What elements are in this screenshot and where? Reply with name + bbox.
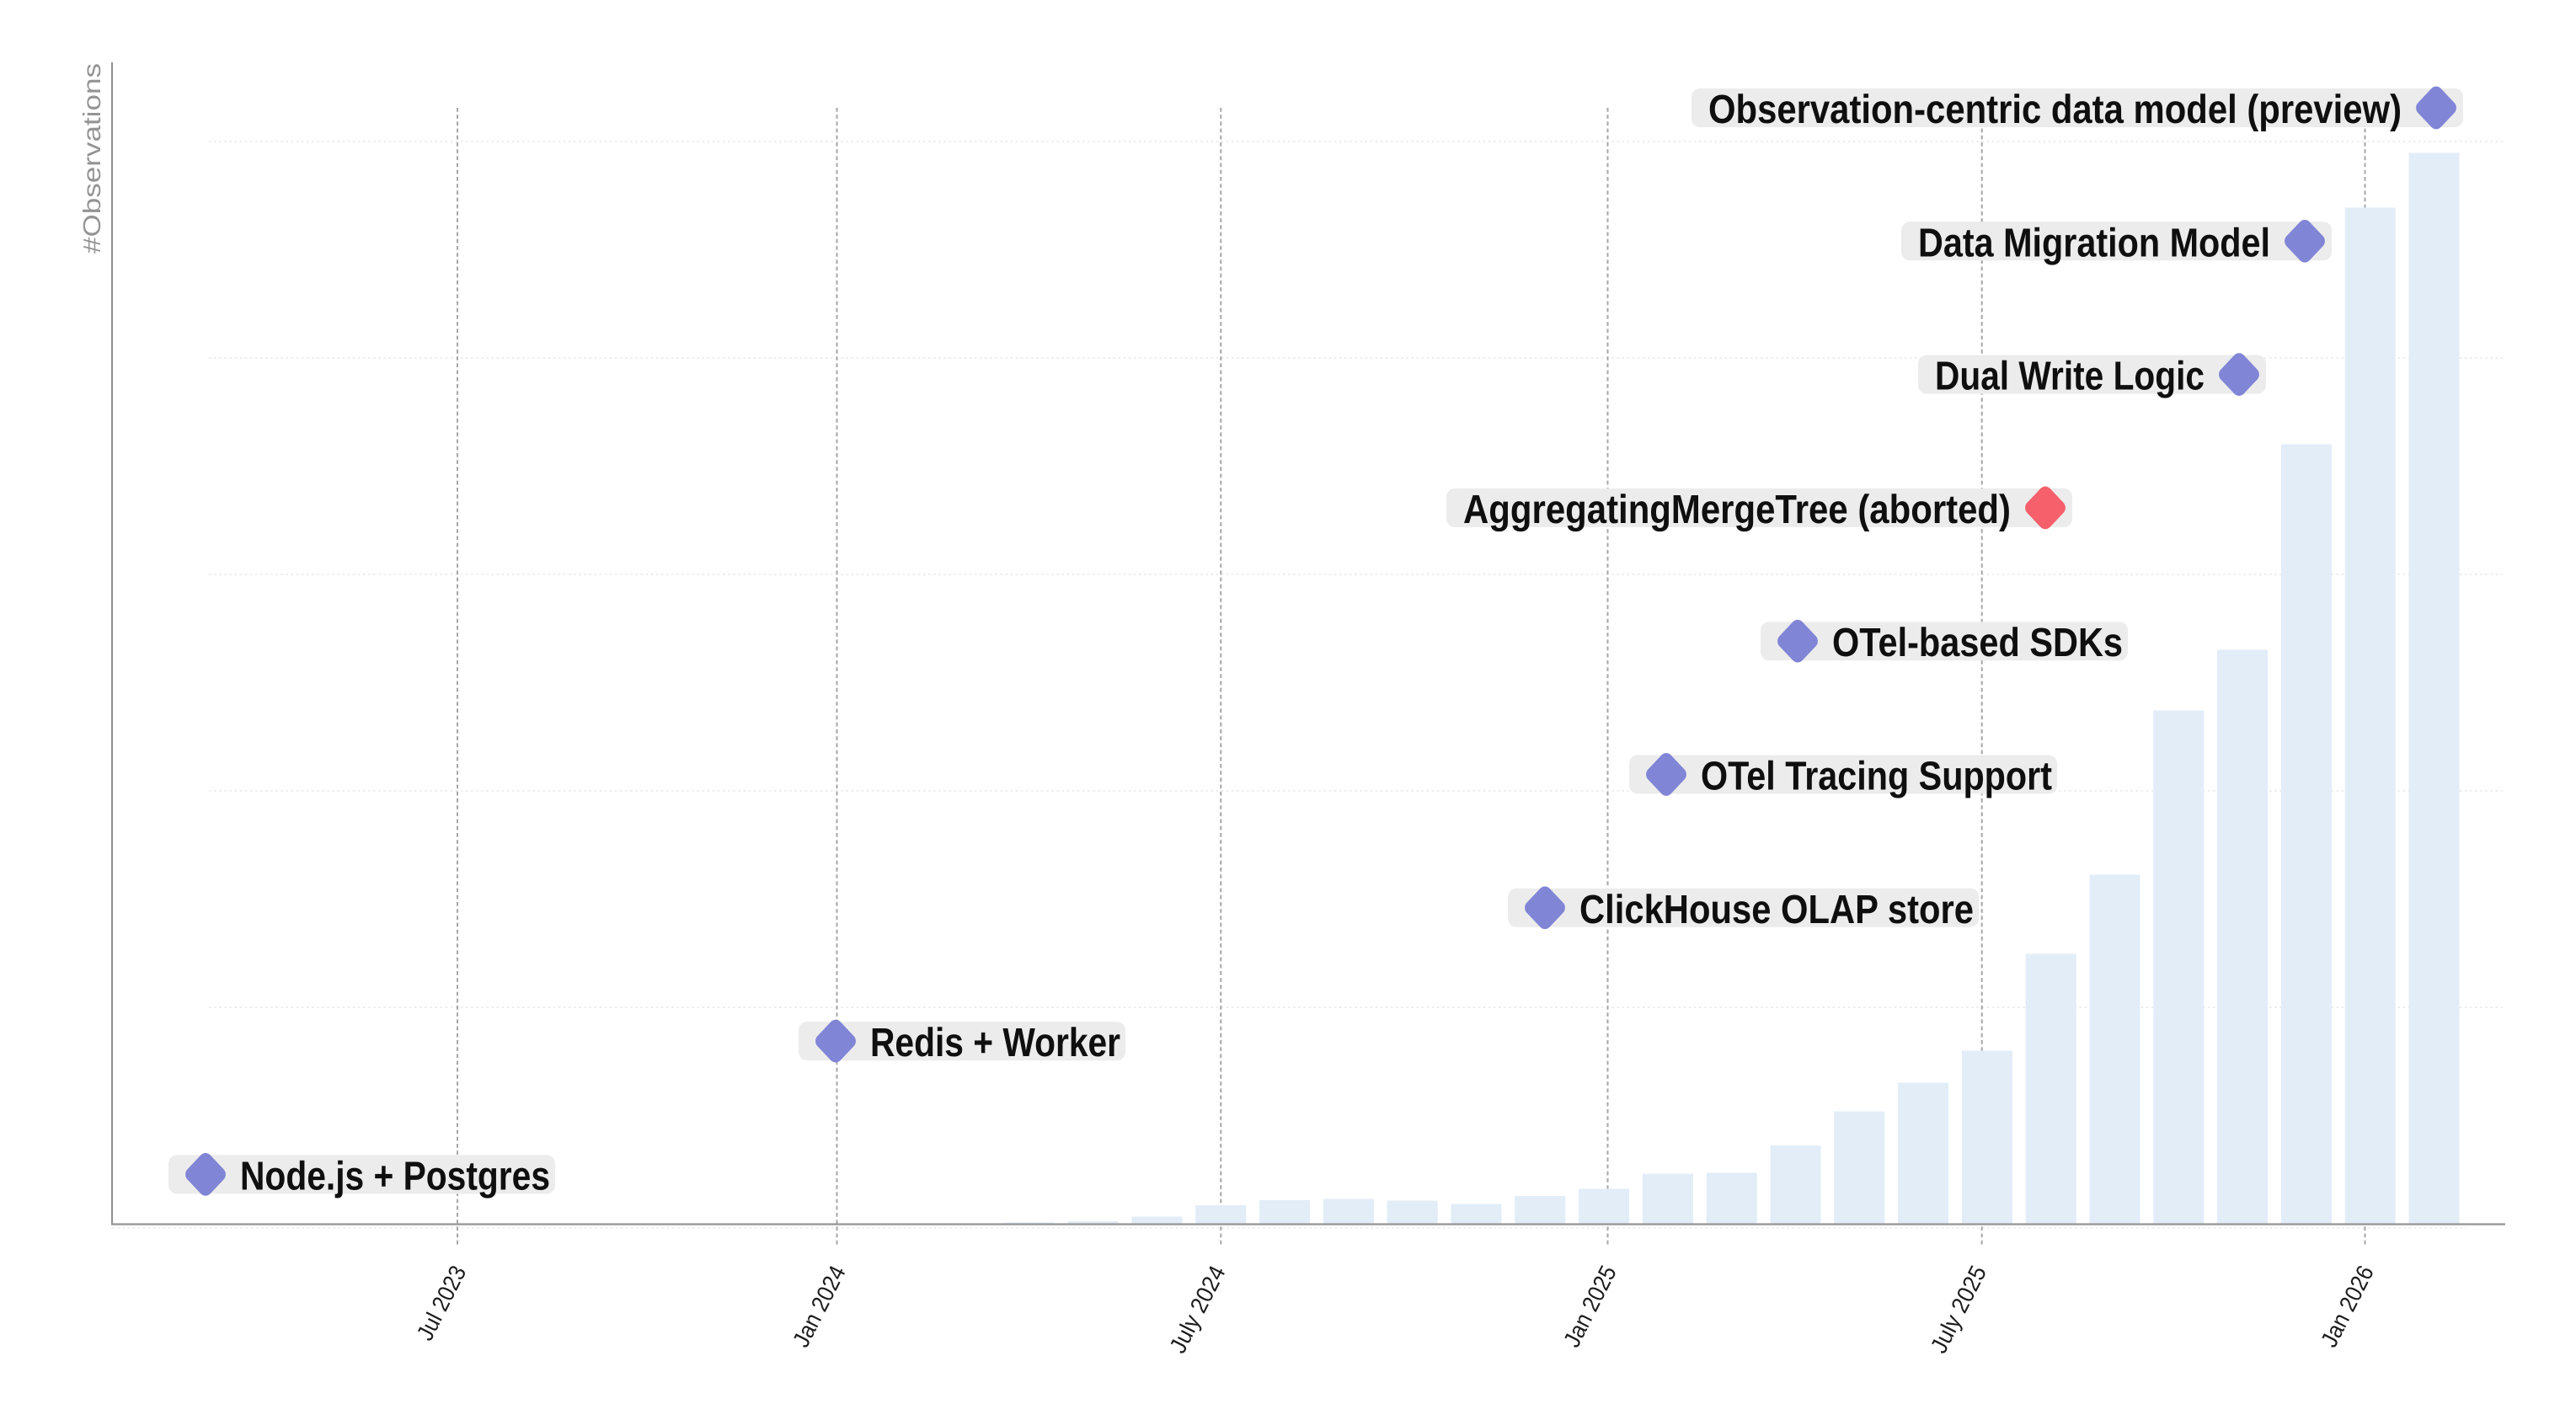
svg-text:Node.js + Postgres: Node.js + Postgres bbox=[240, 1154, 550, 1198]
svg-text:#Observations: #Observations bbox=[79, 63, 106, 254]
svg-text:Data Migration Model: Data Migration Model bbox=[1918, 221, 2270, 265]
svg-text:AggregatingMergeTree (aborted): AggregatingMergeTree (aborted) bbox=[1463, 488, 2011, 532]
svg-text:Dual Write Logic: Dual Write Logic bbox=[1935, 355, 2205, 399]
svg-text:OTel Tracing Support: OTel Tracing Support bbox=[1701, 755, 2052, 799]
svg-text:Observation-centric data model: Observation-centric data model (preview) bbox=[1708, 88, 2402, 132]
svg-text:Redis + Worker: Redis + Worker bbox=[870, 1021, 1120, 1065]
svg-text:OTel-based SDKs: OTel-based SDKs bbox=[1832, 621, 2123, 665]
svg-text:ClickHouse OLAP store: ClickHouse OLAP store bbox=[1579, 888, 1974, 932]
